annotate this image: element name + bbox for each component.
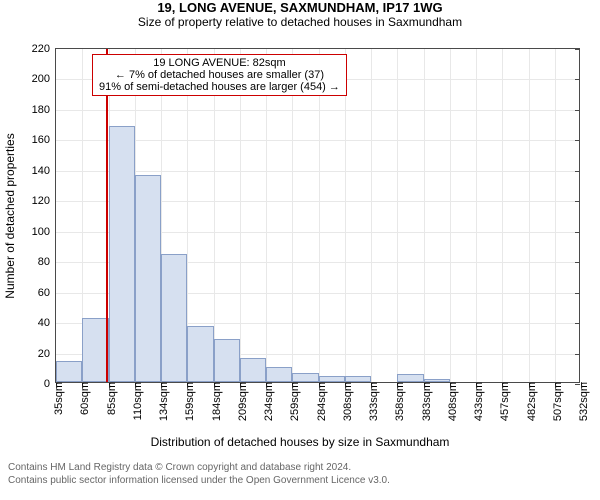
histogram-bar	[82, 318, 108, 382]
x-axis-label: Distribution of detached houses by size …	[0, 435, 600, 449]
chart-plot-area: 02040608010012014016018020022035sqm60sqm…	[55, 48, 580, 383]
y-tick-label: 60	[38, 287, 56, 299]
x-tick-label: 259sqm	[283, 382, 301, 421]
histogram-bar	[292, 373, 318, 382]
histogram-bar	[214, 339, 240, 382]
gridline-vertical	[292, 49, 293, 382]
x-tick-label: 134sqm	[152, 382, 170, 421]
histogram-bar	[135, 175, 161, 382]
infobox-line1: 19 LONG AVENUE: 82sqm	[99, 57, 340, 69]
attribution-text: Contains HM Land Registry data © Crown c…	[0, 457, 600, 491]
histogram-bar	[424, 379, 450, 382]
histogram-bar	[109, 126, 135, 382]
infobox-line2: ← 7% of detached houses are smaller (37)	[99, 69, 340, 81]
y-tick-label: 140	[32, 165, 56, 177]
x-tick-label: 35sqm	[47, 382, 65, 415]
gridline-vertical	[319, 49, 320, 382]
gridline-vertical	[476, 49, 477, 382]
x-tick-label: 60sqm	[73, 382, 91, 415]
x-tick-label: 308sqm	[336, 382, 354, 421]
property-marker-line	[106, 49, 108, 382]
property-infobox: 19 LONG AVENUE: 82sqm← 7% of detached ho…	[92, 54, 347, 96]
x-tick-label: 85sqm	[100, 382, 118, 415]
chart-subtitle: Size of property relative to detached ho…	[0, 15, 600, 29]
gridline-vertical	[214, 49, 215, 382]
histogram-bar	[161, 254, 187, 382]
x-tick-label: 209sqm	[231, 382, 249, 421]
y-tick-label: 160	[32, 134, 56, 146]
histogram-bar	[345, 376, 371, 382]
gridline-vertical	[371, 49, 372, 382]
gridline-vertical	[397, 49, 398, 382]
x-tick-label: 383sqm	[415, 382, 433, 421]
y-tick-label: 100	[32, 226, 56, 238]
gridline-vertical	[502, 49, 503, 382]
x-tick-label: 110sqm	[126, 382, 144, 420]
histogram-bar	[266, 367, 292, 382]
infobox-line3: 91% of semi-detached houses are larger (…	[99, 81, 340, 93]
gridline-vertical	[450, 49, 451, 382]
attribution-line2: Contains public sector information licen…	[8, 474, 592, 487]
x-tick-label: 507sqm	[546, 382, 564, 421]
x-tick-label: 234sqm	[257, 382, 275, 421]
x-tick-label: 532sqm	[572, 382, 590, 421]
x-tick-label: 333sqm	[362, 382, 380, 421]
y-tick-label: 220	[32, 43, 56, 55]
y-axis-label: Number of detached properties	[3, 133, 17, 298]
histogram-bar	[240, 358, 266, 382]
y-tick-label: 80	[38, 256, 56, 268]
histogram-bar	[56, 361, 82, 382]
y-tick-label: 40	[38, 317, 56, 329]
x-tick-label: 482sqm	[520, 382, 538, 421]
y-tick-label: 120	[32, 195, 56, 207]
x-tick-label: 184sqm	[205, 382, 223, 421]
gridline-vertical	[240, 49, 241, 382]
histogram-bar	[319, 376, 345, 382]
gridline-vertical	[424, 49, 425, 382]
gridline-vertical	[555, 49, 556, 382]
histogram-bar	[397, 374, 423, 382]
y-tick-label: 180	[32, 104, 56, 116]
x-tick-label: 159sqm	[178, 382, 196, 421]
y-tick-label: 20	[38, 348, 56, 360]
gridline-vertical	[345, 49, 346, 382]
x-tick-label: 358sqm	[388, 382, 406, 421]
y-tick-label: 200	[32, 73, 56, 85]
attribution-line1: Contains HM Land Registry data © Crown c…	[8, 461, 592, 474]
histogram-bar	[187, 326, 213, 382]
gridline-vertical	[529, 49, 530, 382]
x-tick-label: 284sqm	[310, 382, 328, 421]
x-tick-label: 433sqm	[467, 382, 485, 421]
chart-title: 19, LONG AVENUE, SAXMUNDHAM, IP17 1WG	[0, 0, 600, 15]
x-tick-label: 457sqm	[493, 382, 511, 421]
x-tick-label: 408sqm	[441, 382, 459, 421]
gridline-vertical	[266, 49, 267, 382]
